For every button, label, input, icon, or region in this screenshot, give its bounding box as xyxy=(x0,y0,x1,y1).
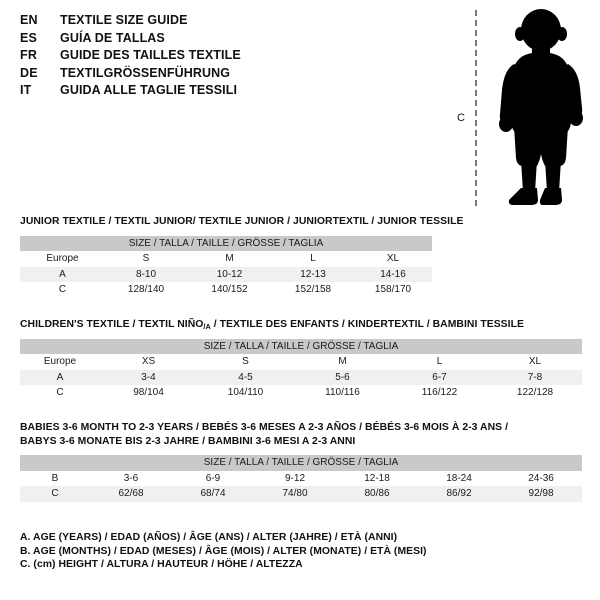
language-row-en: EN TEXTILE SIZE GUIDE xyxy=(20,13,440,31)
table-row: A 8-10 10-12 12-13 14-16 xyxy=(20,266,432,282)
legend-line-b: B. AGE (MONTHS) / EDAD (MESES) / ÂGE (MO… xyxy=(20,545,427,557)
cell: 8-10 xyxy=(105,266,187,282)
cell: 128/140 xyxy=(127,284,165,295)
cell: 14-16 xyxy=(354,266,432,282)
cell: 86/92 xyxy=(418,486,500,502)
height-guide-dashed-line xyxy=(475,10,477,206)
cell: XL xyxy=(386,253,400,264)
cell: 62/68 xyxy=(90,486,172,502)
language-title: GUIDE DES TAILLES TEXTILE xyxy=(60,48,241,63)
legend-line-c: C. (cm) HEIGHT / ALTURA / HAUTEUR / HÖHE… xyxy=(20,559,303,570)
table-header-band-row: SIZE / TALLA / TAILLE / GRÖSSE / TAGLIA xyxy=(20,455,583,471)
cell: M xyxy=(225,253,234,264)
language-code: EN xyxy=(20,13,38,27)
section-title-children-post: / TEXTILE DES ENFANTS / KINDERTEXTIL / B… xyxy=(210,319,524,330)
table-row: Europe S M L XL xyxy=(20,251,432,267)
cell: 140/152 xyxy=(211,284,248,295)
cell: 12-18 xyxy=(364,472,390,484)
cell: 152/158 xyxy=(294,284,332,295)
cell: L xyxy=(436,356,443,367)
cell: 6-7 xyxy=(391,369,488,385)
cell: S xyxy=(142,253,150,264)
cell: 7-8 xyxy=(488,369,582,385)
language-title: TEXTILE SIZE GUIDE xyxy=(60,13,188,27)
table-row: A 3-4 4-5 5-6 6-7 7-8 xyxy=(20,369,582,385)
cell: 6-9 xyxy=(205,472,221,484)
language-code: FR xyxy=(20,48,38,63)
size-band-label: SIZE / TALLA / TAILLE / GRÖSSE / TAGLIA xyxy=(20,338,582,354)
cell: 98/104 xyxy=(133,387,164,398)
row-label: C xyxy=(56,387,64,398)
row-label: C xyxy=(58,284,67,295)
language-code: IT xyxy=(20,83,32,98)
row-label: B xyxy=(51,472,59,484)
cell: 5-6 xyxy=(294,369,391,385)
row-label: Europe xyxy=(43,356,77,367)
cell: 3-6 xyxy=(123,472,139,484)
section-title-babies-line2: BABYS 3-6 MONATE BIS 2-3 JAHRE / BAMBINI… xyxy=(20,435,356,447)
language-code: ES xyxy=(20,30,38,45)
cell: XL xyxy=(528,356,542,367)
height-measure-label: C xyxy=(457,112,465,124)
row-label: A xyxy=(20,369,100,385)
section-title-children: CHILDREN'S TEXTILE / TEXTIL NIÑO/A / TEX… xyxy=(20,318,582,332)
cell: 110/116 xyxy=(325,387,360,398)
language-title: GUIDA ALLE TAGLIE TESSILI xyxy=(60,83,238,98)
cell: 4-5 xyxy=(197,369,294,385)
cell: 18-24 xyxy=(446,472,472,484)
cell: 10-12 xyxy=(187,266,272,282)
language-row-it: IT GUIDA ALLE TAGLIE TESSILI xyxy=(20,83,440,101)
cell: 24-36 xyxy=(528,472,554,484)
language-row-de: DE TEXTILGRÖSSENFÜHRUNG xyxy=(20,66,440,84)
cell: 122/128 xyxy=(516,387,554,398)
section-title-junior: JUNIOR TEXTILE / TEXTIL JUNIOR/ TEXTILE … xyxy=(20,216,464,227)
language-row-es: ES GUÍA DE TALLAS xyxy=(20,31,440,49)
cell: 12-13 xyxy=(272,266,354,282)
language-title: TEXTILGRÖSSENFÜHRUNG xyxy=(60,65,231,80)
table-row: C 128/140 140/152 152/158 158/170 xyxy=(20,282,432,298)
cell: 92/98 xyxy=(500,486,583,502)
language-row-fr: FR GUIDE DES TAILLES TEXTILE xyxy=(20,48,440,66)
measurement-legend: A. AGE (YEARS) / EDAD (AÑOS) / ÂGE (ANS)… xyxy=(20,531,520,572)
cell: 80/86 xyxy=(336,486,418,502)
language-title-block: EN TEXTILE SIZE GUIDE ES GUÍA DE TALLAS … xyxy=(20,13,440,101)
table-row: C 98/104 104/110 110/116 116/122 122/128 xyxy=(20,385,582,401)
cell: S xyxy=(242,356,249,367)
children-size-table: SIZE / TALLA / TAILLE / GRÖSSE / TAGLIA … xyxy=(20,338,582,401)
row-label: Europe xyxy=(46,253,79,264)
cell: 116/122 xyxy=(421,387,458,398)
row-label: A xyxy=(20,266,105,282)
junior-size-table: SIZE / TALLA / TAILLE / GRÖSSE / TAGLIA … xyxy=(20,235,432,298)
toddler-silhouette-icon xyxy=(499,9,583,205)
section-title-children-pre: CHILDREN'S TEXTILE / TEXTIL NIÑO xyxy=(20,319,204,330)
row-label: C xyxy=(20,486,90,502)
legend-line-a: A. AGE (YEARS) / EDAD (AÑOS) / ÂGE (ANS)… xyxy=(20,532,398,543)
cell: 74/80 xyxy=(254,486,336,502)
table-row: B 3-6 6-9 9-12 12-18 18-24 24-36 xyxy=(20,471,582,487)
cell: M xyxy=(338,356,347,367)
section-childrens-textile: CHILDREN'S TEXTILE / TEXTIL NIÑO/A / TEX… xyxy=(20,318,582,401)
section-title-children-sub: /A xyxy=(203,322,211,331)
cell: 9-12 xyxy=(284,472,305,484)
table-header-band-row: SIZE / TALLA / TAILLE / GRÖSSE / TAGLIA xyxy=(20,235,432,251)
cell: 104/110 xyxy=(227,387,264,398)
cell: 158/170 xyxy=(374,284,412,295)
table-header-band-row: SIZE / TALLA / TAILLE / GRÖSSE / TAGLIA xyxy=(20,338,582,354)
size-band-label: SIZE / TALLA / TAILLE / GRÖSSE / TAGLIA xyxy=(20,235,432,251)
table-row: C 62/68 68/74 74/80 80/86 86/92 92/98 xyxy=(20,486,583,502)
language-title: GUÍA DE TALLAS xyxy=(60,30,165,45)
section-junior-textile: JUNIOR TEXTILE / TEXTIL JUNIOR/ TEXTILE … xyxy=(20,215,464,298)
cell: 3-4 xyxy=(100,369,197,385)
size-band-label: SIZE / TALLA / TAILLE / GRÖSSE / TAGLIA xyxy=(20,455,583,471)
measurement-figure: C xyxy=(445,8,595,208)
section-babies-textile: BABIES 3-6 MONTH TO 2-3 YEARS / BEBÉS 3-… xyxy=(20,421,583,502)
language-code: DE xyxy=(20,65,38,80)
table-row: Europe XS S M L XL xyxy=(20,354,582,370)
cell: 68/74 xyxy=(172,486,254,502)
cell: XS xyxy=(141,356,156,367)
section-title-babies-line1: BABIES 3-6 MONTH TO 2-3 YEARS / BEBÉS 3-… xyxy=(20,422,509,433)
babies-size-table: SIZE / TALLA / TAILLE / GRÖSSE / TAGLIA … xyxy=(20,455,583,502)
cell: L xyxy=(310,253,316,264)
